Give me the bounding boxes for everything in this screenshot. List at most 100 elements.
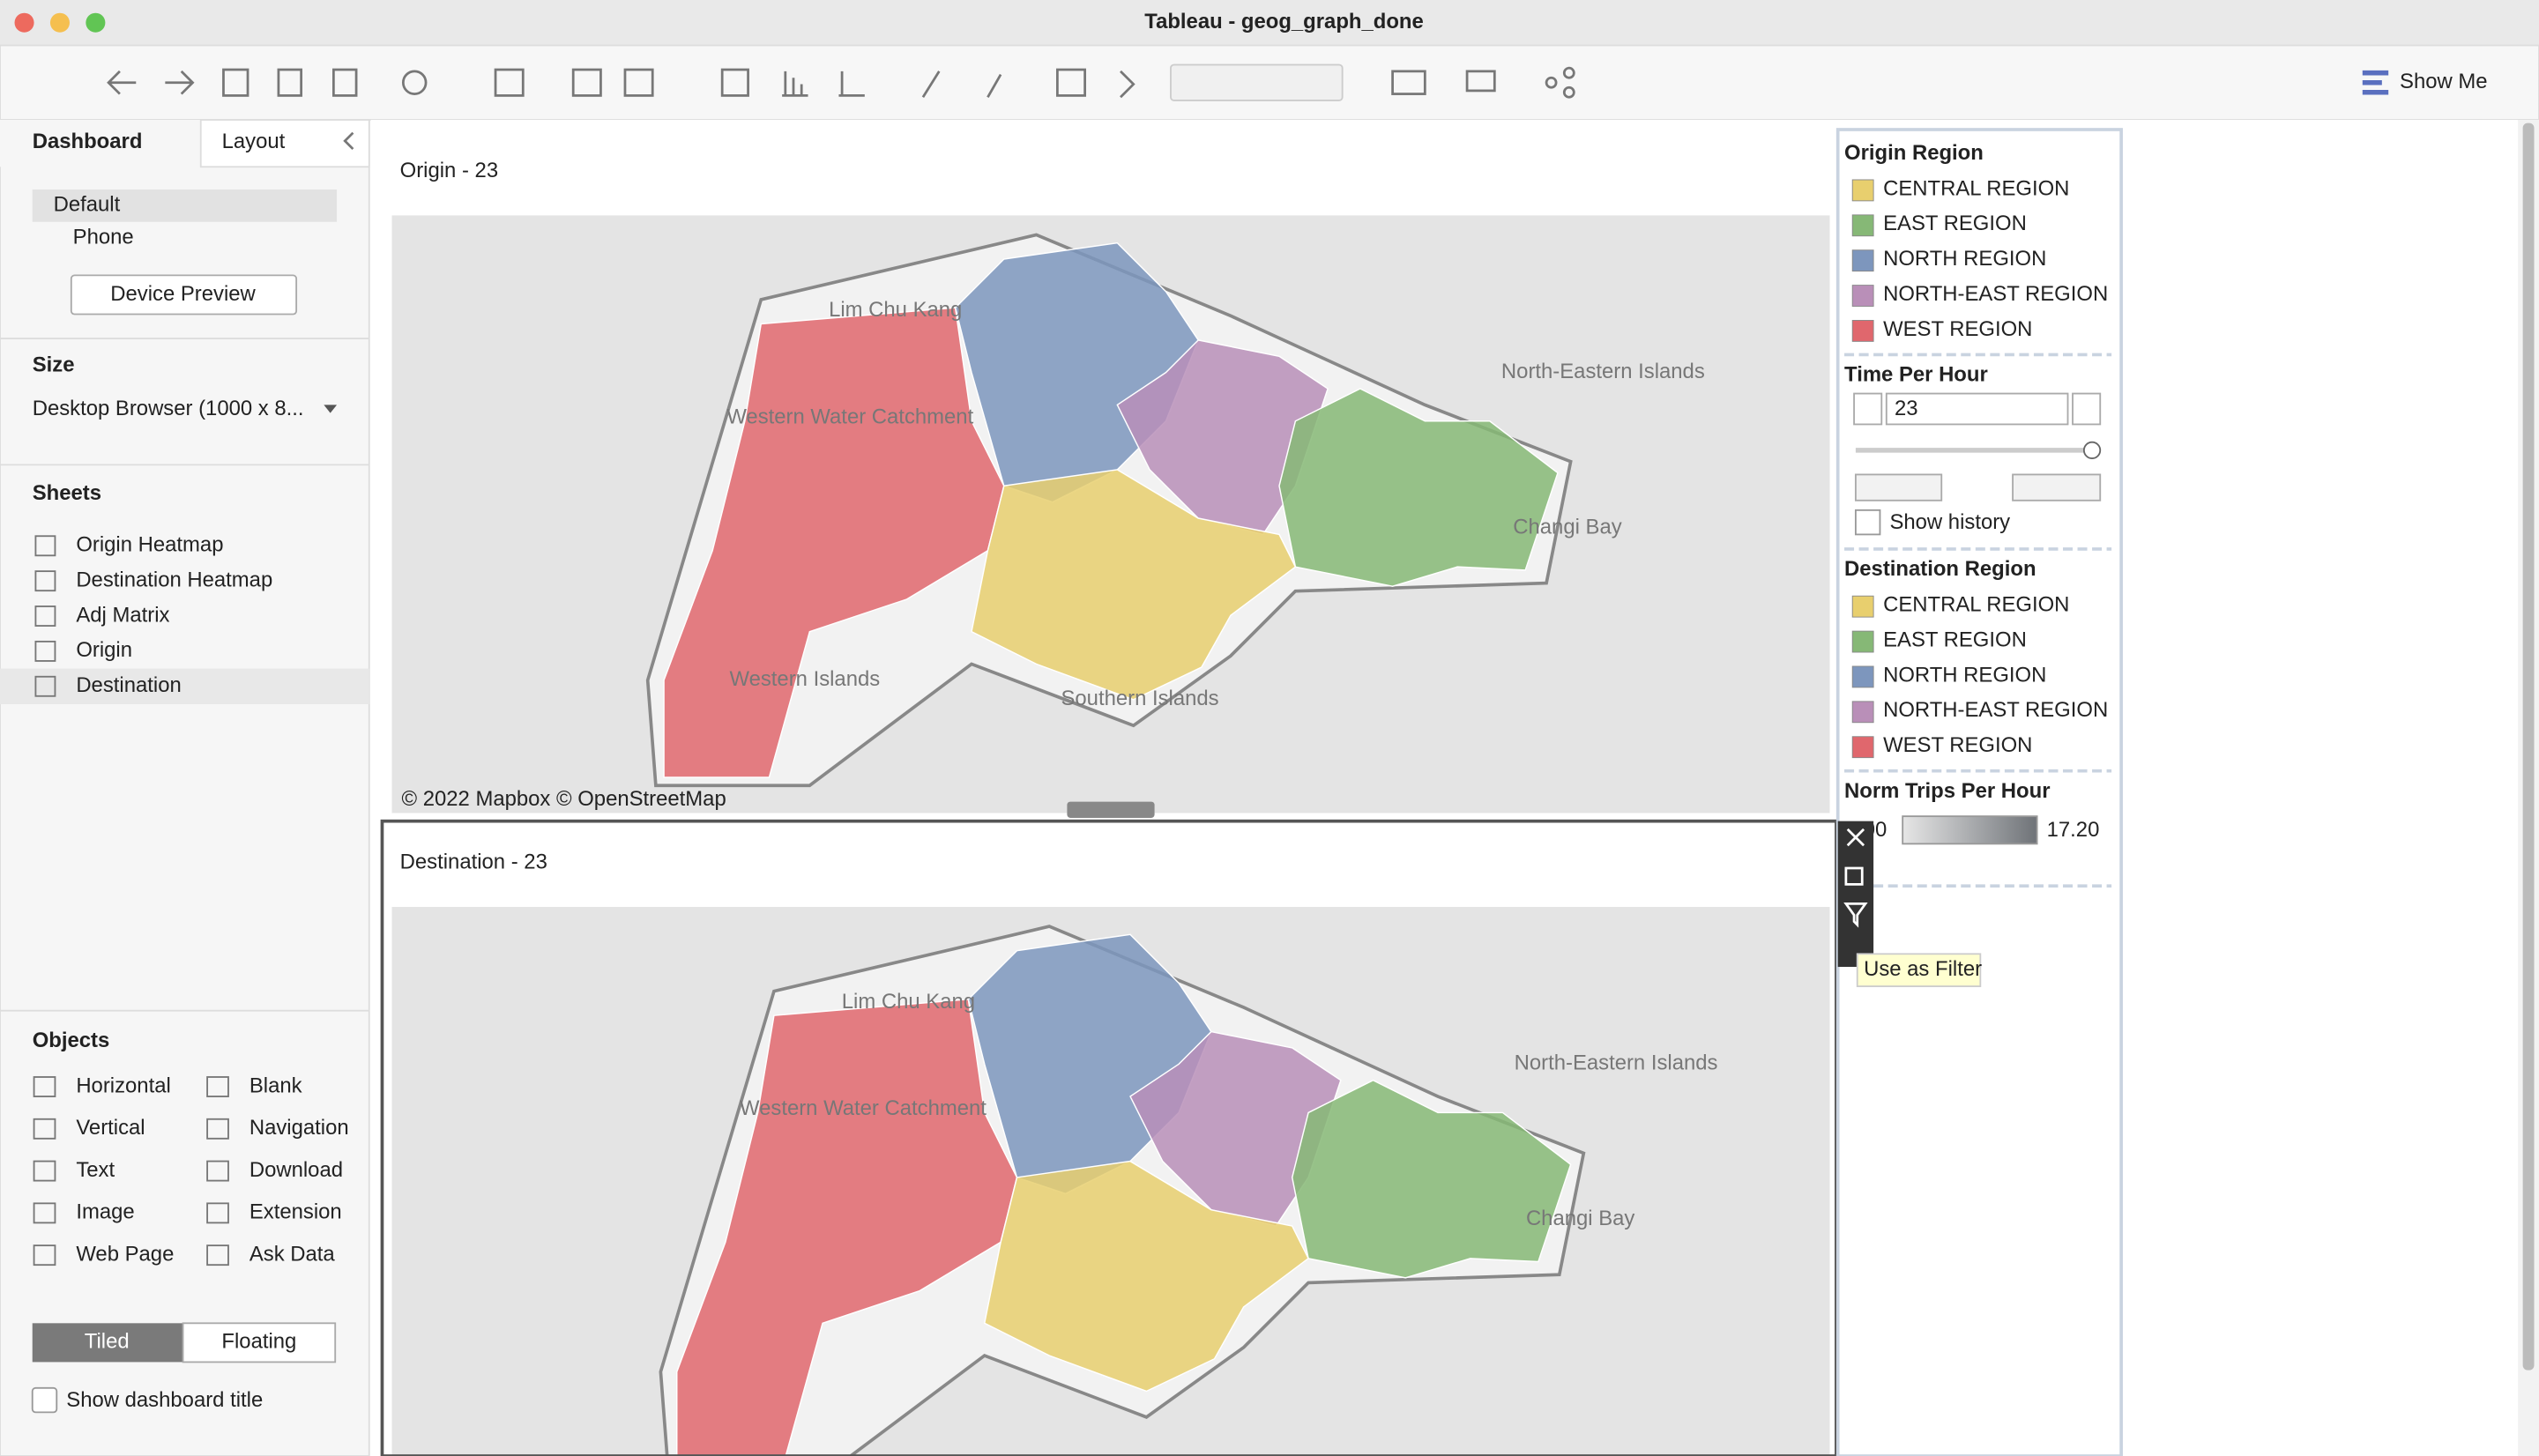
collapse-icon[interactable] [343, 131, 354, 151]
tiled-button[interactable] [32, 1323, 183, 1363]
dropdown-arrow [324, 405, 338, 413]
gradient-bar [1902, 815, 2038, 845]
legends: Origin Region CENTRAL REGION EAST REGION NO… [1844, 141, 2112, 888]
object-item[interactable]: Web Page [76, 1242, 174, 1266]
tab[interactable]: Layout [222, 130, 286, 153]
legend-swatch [1851, 249, 1874, 272]
legend-item[interactable]: NORTH REGION [1883, 663, 2046, 687]
legend-item[interactable]: EAST REGION [1883, 212, 2027, 235]
legend-item[interactable]: EAST REGION [1883, 628, 2027, 651]
device-preview-box[interactable] [70, 274, 298, 316]
show-me-button[interactable]: Show Me [2400, 70, 2488, 93]
region [1278, 388, 1559, 587]
object-icon [206, 1076, 229, 1097]
map-label: Lim Chu Kang [842, 990, 975, 1014]
legend-swatch [1851, 595, 1874, 618]
side-texts: Dashboard Layout Default Phone Device Previe… [0, 130, 369, 1412]
object-item[interactable]: Text [76, 1158, 115, 1182]
map-label: North-Eastern Islands [1501, 360, 1705, 383]
playback-controls[interactable] [1854, 473, 1943, 501]
zoom-button[interactable] [86, 12, 106, 33]
checkbox[interactable] [31, 1386, 58, 1414]
legend-item[interactable]: WEST REGION [1883, 733, 2032, 757]
checkbox-label[interactable]: Show dashboard title [66, 1388, 263, 1412]
map-panel: Destination - 23 Lim Chu Kang Western Wate… [391, 851, 1830, 1456]
map-panel: Origin - 23 Lim Chu Kang Western Water Cat… [391, 159, 1830, 813]
slider-thumb[interactable] [2082, 441, 2102, 459]
floating-button[interactable] [182, 1322, 337, 1363]
sheet-icon [34, 605, 56, 627]
map-shapes: Lim Chu Kang Western Water Catchment North… [659, 925, 1718, 1456]
section-heading: Sheets [33, 481, 101, 505]
step-button[interactable] [1853, 392, 1883, 426]
legend-item[interactable]: NORTH-EAST REGION [1883, 282, 2108, 306]
object-icon [33, 1202, 56, 1224]
step-button[interactable] [2072, 392, 2102, 426]
sheet-icon [34, 640, 56, 662]
window-title: Tableau - geog_graph_done [1144, 10, 1424, 33]
map-label: Southern Islands [1061, 687, 1218, 710]
mode-label[interactable]: Floating [221, 1330, 296, 1354]
sheet-item[interactable]: Destination Heatmap [76, 568, 272, 591]
legend-swatch [1851, 285, 1874, 307]
map-label: Western Water Catchment [726, 405, 973, 428]
legend-swatch [1851, 179, 1874, 202]
sheet-icon [34, 570, 56, 592]
gradient-max: 17.20 [2047, 818, 2100, 842]
object-item[interactable]: Horizontal [76, 1073, 170, 1097]
legend-title: Origin Region [1844, 141, 1984, 165]
close-button[interactable] [14, 12, 34, 33]
legend-item[interactable]: WEST REGION [1883, 317, 2032, 341]
object-item[interactable]: Image [76, 1200, 134, 1224]
legend-swatch [1851, 320, 1874, 342]
sheet-item[interactable]: Origin Heatmap [76, 533, 223, 557]
sheet-item[interactable]: Destination [76, 673, 181, 697]
selected-device [32, 189, 338, 222]
sheet-item[interactable]: Origin [76, 638, 132, 662]
legend-panel [1835, 128, 2123, 1456]
object-icon [33, 1244, 56, 1267]
toolbar-icons [107, 63, 2389, 101]
legend-item[interactable]: CENTRAL REGION [1883, 176, 2069, 200]
object-icon [206, 1244, 229, 1267]
device-option[interactable]: Default [54, 193, 121, 217]
object-item[interactable]: Extension [249, 1200, 342, 1224]
legend-title: Time Per Hour [1844, 363, 1988, 387]
checkbox-label[interactable]: Show history [1889, 510, 2010, 534]
region [983, 1160, 1310, 1393]
map-title: Destination - 23 [400, 851, 547, 874]
object-item[interactable]: Ask Data [249, 1242, 336, 1266]
size-dropdown[interactable]: Desktop Browser (1000 x 8... [33, 397, 304, 420]
object-item[interactable]: Navigation [249, 1116, 349, 1140]
legend-item[interactable]: NORTH-EAST REGION [1883, 698, 2108, 722]
object-item[interactable]: Blank [249, 1073, 302, 1097]
object-item[interactable]: Download [249, 1158, 343, 1182]
object-icon [33, 1118, 56, 1140]
map-label: Changi Bay [1513, 515, 1621, 539]
region [1291, 1079, 1572, 1279]
time-dropdown[interactable] [1885, 392, 2069, 426]
mode-label[interactable]: Tiled [85, 1330, 130, 1354]
legend-item[interactable]: CENTRAL REGION [1883, 593, 2069, 617]
map-label: North-Eastern Islands [1515, 1051, 1718, 1075]
object-item[interactable]: Vertical [76, 1116, 145, 1140]
legend-swatch [1851, 701, 1874, 724]
zone-toolbar [1837, 821, 1874, 968]
legend-swatch [1851, 630, 1874, 653]
minimize-button[interactable] [49, 12, 70, 33]
tooltip [1856, 953, 1982, 988]
button-label[interactable]: Device Preview [110, 282, 256, 306]
checkbox[interactable] [1854, 509, 1881, 536]
legend-title: Norm Trips Per Hour [1844, 779, 2050, 803]
object-icon [33, 1076, 56, 1097]
tab[interactable]: Dashboard [33, 130, 143, 153]
legend-swatch [1851, 214, 1874, 237]
map-title: Origin - 23 [400, 159, 498, 182]
speed-controls[interactable] [2012, 473, 2102, 501]
legend-item[interactable]: NORTH REGION [1883, 247, 2046, 271]
device-option[interactable]: Phone [73, 225, 134, 249]
resize-handle[interactable] [1067, 801, 1155, 818]
sheet-item[interactable]: Adj Matrix [76, 603, 169, 627]
layout-tab-bg [199, 119, 370, 168]
